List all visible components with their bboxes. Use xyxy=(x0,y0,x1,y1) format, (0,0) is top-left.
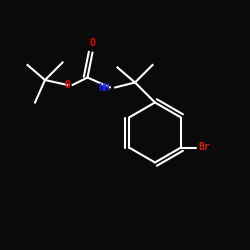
Text: Br: Br xyxy=(198,142,210,152)
Text: NH: NH xyxy=(98,82,110,92)
Text: O: O xyxy=(90,38,96,48)
Text: O: O xyxy=(64,80,70,90)
